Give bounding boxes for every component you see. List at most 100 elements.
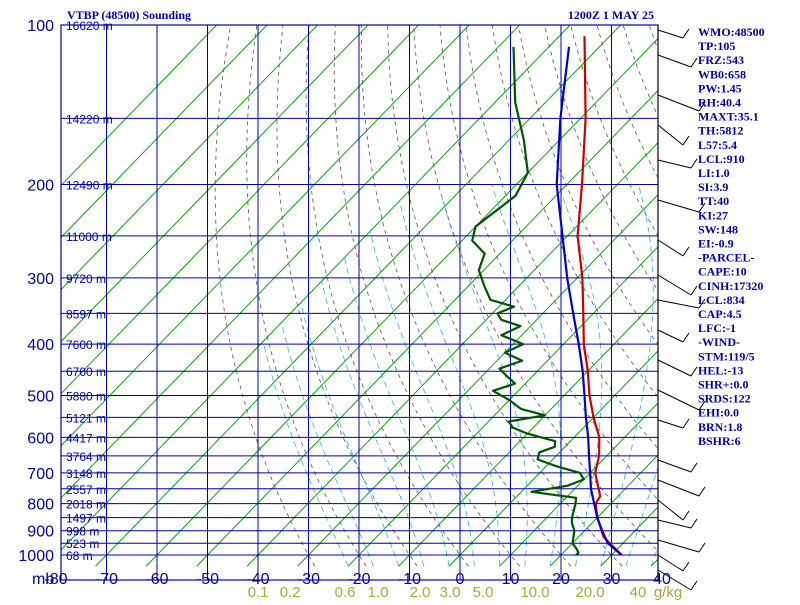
wind-barb	[658, 125, 683, 145]
wind-barb	[658, 30, 683, 38]
index-item: LCL:910	[698, 152, 745, 166]
wind-barb	[699, 487, 705, 496]
pressure-tick-label: 600	[27, 430, 54, 447]
height-label: 6700 m	[66, 365, 106, 379]
index-item: FRZ:543	[698, 53, 744, 67]
mixing-ratio-label: g/kg	[654, 584, 682, 600]
wind-barb	[658, 300, 699, 308]
height-label: 9720 m	[66, 272, 106, 286]
height-label: 3148 m	[66, 467, 106, 481]
dry-adiabat-line	[306, 25, 468, 566]
temperature-tick-label: -50	[196, 571, 219, 588]
pressure-tick-label: 300	[27, 271, 54, 288]
moist-adiabat-line	[601, 185, 654, 567]
sounding-time: 1200Z 1 MAY 25	[568, 8, 654, 22]
wind-barb	[658, 330, 683, 342]
index-item: -WIND-	[698, 335, 740, 349]
wind-barb	[691, 519, 697, 528]
mixing-ratio-label: 1.0	[368, 584, 389, 600]
mixing-ratio-label: 20.0	[575, 584, 604, 600]
mixing-ratio-label: 5.0	[473, 584, 494, 600]
pressure-tick-label: 1000	[18, 548, 54, 565]
index-item: SRDS:122	[698, 392, 751, 406]
wind-barb	[691, 581, 697, 590]
height-label: 12490 m	[66, 179, 113, 193]
wind-barb	[683, 511, 689, 520]
dry-adiabat-line	[492, 25, 800, 566]
mixing-ratio-label: 2.0	[410, 584, 431, 600]
index-item: -PARCEL-	[698, 251, 754, 265]
mixing-ratio-label: 0.6	[335, 584, 356, 600]
index-item: TH:5812	[698, 124, 743, 138]
wind-barb	[691, 463, 697, 472]
index-item: L57:5.4	[698, 138, 737, 152]
wind-barb	[658, 460, 691, 472]
index-item: WB0:658	[698, 67, 746, 81]
height-label: 4417 m	[66, 431, 106, 445]
index-item: CAP:4.5	[698, 307, 742, 321]
wind-barb	[699, 543, 705, 552]
index-item: BSHR:6	[698, 434, 741, 448]
height-label: 5121 m	[66, 411, 106, 425]
mixing-ratio-label: 3.0	[440, 584, 461, 600]
index-item: CINH:17320	[698, 279, 763, 293]
height-label: 1497 m	[66, 512, 106, 526]
height-label: 11000 m	[66, 230, 112, 244]
dry-adiabat-line	[215, 25, 315, 566]
height-label: 7600 m	[66, 338, 106, 352]
height-label: 14220 m	[66, 112, 113, 126]
temperature-tick-label: -70	[95, 571, 118, 588]
index-item: LCL:834	[698, 293, 745, 307]
isotherm-line	[0, 13, 380, 566]
wind-barb	[683, 419, 689, 428]
isotherm-line	[0, 13, 329, 566]
isotherm-line	[45, 13, 581, 566]
isotherm-lines	[0, 13, 800, 566]
index-item: CAPE:10	[698, 265, 747, 279]
wind-barb	[658, 275, 691, 295]
index-item: PW:1.45	[698, 81, 742, 95]
isotherm-line	[96, 13, 632, 566]
index-item: WMO:48500	[698, 25, 765, 39]
isotherm-line	[146, 13, 682, 566]
mixing-ratio-label: 0.2	[280, 584, 301, 600]
wind-barb	[658, 420, 683, 428]
index-item: HEL:-13	[698, 363, 743, 377]
wind-barb	[658, 500, 683, 520]
dry-adiabat-line	[414, 25, 674, 566]
wind-barb	[658, 555, 683, 571]
mixing-ratio-label: 10.0	[520, 584, 549, 600]
temperature-tick-label: -60	[145, 571, 168, 588]
mixing-ratio-label: 0.1	[248, 584, 269, 600]
wind-barb	[658, 55, 691, 67]
isotherm-line	[197, 13, 733, 566]
wind-barb	[658, 540, 699, 552]
pressure-tick-label: 800	[27, 497, 54, 514]
wind-barb	[658, 160, 691, 168]
height-label: 8597 m	[66, 307, 106, 321]
index-item: SHR+:0.0	[698, 378, 749, 392]
wind-barb	[683, 136, 689, 145]
index-item: STM:119/5	[698, 349, 755, 363]
wind-barb	[658, 95, 699, 111]
chart-title: VTBP (48500) Sounding	[67, 8, 191, 22]
index-item: BRN:1.8	[698, 420, 742, 434]
height-label: 3764 m	[66, 450, 106, 464]
dry-adiabat-line	[388, 25, 622, 566]
pressure-tick-label: 200	[27, 178, 54, 195]
wind-barb	[683, 247, 689, 256]
moist-adiabat-line	[345, 258, 450, 566]
pressure-tick-label: 100	[27, 18, 54, 35]
wind-barb	[683, 333, 689, 342]
index-item: EI:-0.9	[698, 237, 734, 251]
wind-barb	[691, 58, 697, 67]
wind-barb	[658, 390, 699, 410]
wind-barb	[658, 520, 691, 528]
temperature-tick-label: 20	[552, 571, 570, 588]
index-item: EHI:0.0	[698, 406, 739, 420]
index-item: TT:40	[698, 194, 729, 208]
index-item: LI:1.0	[698, 166, 730, 180]
stability-indices: WMO:48500TP:105FRZ:543WB0:658PW:1.45RH:4…	[698, 25, 765, 448]
